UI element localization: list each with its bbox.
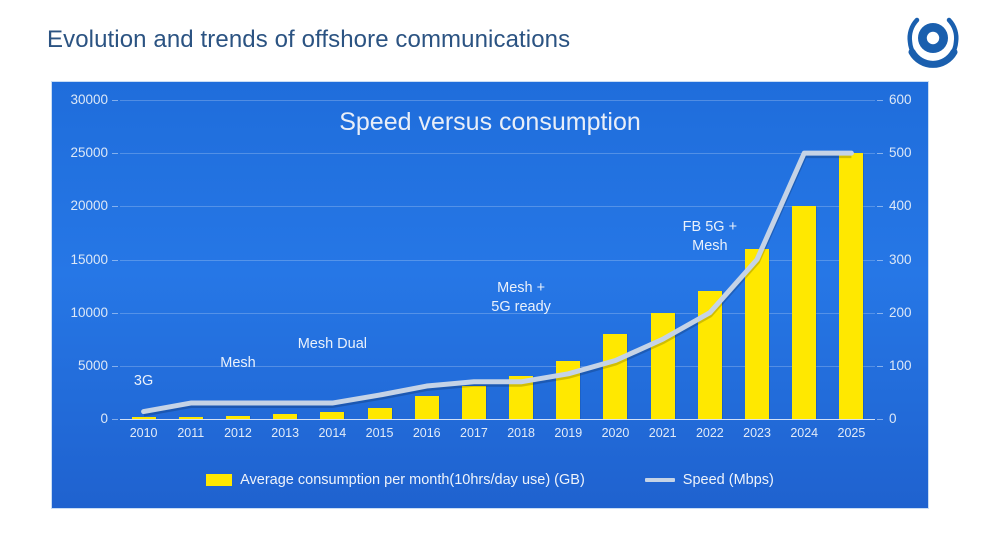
bar-2012 <box>225 415 250 419</box>
bar-2010 <box>131 417 156 419</box>
gridline <box>120 259 875 261</box>
bars-layer <box>120 100 875 419</box>
company-eye-logo <box>897 8 969 70</box>
y-axis-right-tick-label: 0 <box>889 411 897 426</box>
x-axis-label-2018: 2018 <box>507 426 535 440</box>
x-axis-label-2015: 2015 <box>365 426 394 440</box>
x-axis-label-2017: 2017 <box>460 426 488 440</box>
chart-annotation: Mesh + 5G ready <box>491 279 551 315</box>
y-axis-right-tick <box>877 419 883 420</box>
x-axis-label-2023: 2023 <box>743 426 771 440</box>
chart-annotation: Mesh <box>220 355 256 372</box>
gridline <box>120 100 875 101</box>
y-axis-right-tick <box>877 100 883 101</box>
bar-2025 <box>839 153 864 419</box>
bar-2015 <box>367 408 392 419</box>
bar-2011 <box>178 417 203 419</box>
annotations-layer: 3G Mesh Mesh Dual Mesh + 5G ready FB 5G + Me… <box>120 100 875 419</box>
legend-label: Average consumption per month(10hrs/day … <box>240 472 585 488</box>
x-axis-label-2012: 2012 <box>224 426 252 440</box>
x-axis-label-2010: 2010 <box>129 426 158 440</box>
bar-2017 <box>461 386 486 419</box>
y-axis-right-tick-label: 200 <box>889 304 912 320</box>
x-axis-label-2021: 2021 <box>648 426 677 440</box>
x-axis-label-2014: 2014 <box>318 426 347 440</box>
y-axis-right-tick <box>877 153 883 155</box>
y-axis-left-tick-label: 20000 <box>70 198 108 214</box>
y-axis-left-tick <box>112 365 118 367</box>
legend-bar-swatch <box>206 474 233 486</box>
x-axis-label-2025: 2025 <box>837 426 866 440</box>
y-axis-left-tick-label: 25000 <box>70 145 108 161</box>
y-axis-right-tick <box>877 312 883 314</box>
plot-area: 0 5000 10000 15000 20000 25000 30000 0 100 200 300… <box>70 93 911 440</box>
gridline <box>120 419 875 420</box>
x-axis-label-2011: 2011 <box>177 426 205 440</box>
bar-2016 <box>414 395 439 419</box>
bar-2024 <box>792 206 817 419</box>
x-axis-label-2013: 2013 <box>271 426 300 440</box>
chart-title: Speed versus consumption <box>339 108 641 136</box>
y-axis-left-tick <box>112 153 118 155</box>
chart-annotation: FB 5G + Mesh <box>682 218 738 254</box>
y-axis-right-tick-label: 300 <box>889 251 912 267</box>
page-title: Evolution and trends of offshore communi… <box>47 26 571 53</box>
bar-2023 <box>745 248 770 419</box>
x-axis-label-2020: 2020 <box>601 426 630 440</box>
bar-2020 <box>603 333 628 419</box>
y-axis-right-tick-label: 400 <box>889 198 912 214</box>
legend-line-swatch <box>644 478 675 482</box>
legend-label: Speed (Mbps) <box>682 472 774 488</box>
gridline <box>120 206 875 208</box>
chart-annotation: Mesh Dual <box>297 335 367 352</box>
gridline <box>120 365 875 367</box>
y-axis-left-tick-label: 30000 <box>70 92 108 107</box>
speed-line-layer <box>120 100 875 419</box>
y-axis-left-tick-label: 5000 <box>77 357 108 373</box>
y-axis-right-tick <box>877 206 883 208</box>
x-axis-label-2016: 2016 <box>412 426 441 440</box>
y-axis-right-tick <box>877 259 883 261</box>
y-axis-right-tick-label: 500 <box>889 145 912 161</box>
x-axis-label-2022: 2022 <box>695 426 724 440</box>
y-axis-left-tick <box>112 206 118 208</box>
y-axis-left-tick-label: 0 <box>100 411 108 426</box>
y-axis-left-tick <box>112 419 118 420</box>
gridline <box>120 312 875 314</box>
bar-2014 <box>320 411 345 419</box>
legend-item[interactable]: Speed (Mbps) <box>644 472 774 488</box>
chart-legend: Average consumption per month(10hrs/day … <box>52 472 928 488</box>
chart-annotation: 3G <box>133 372 154 389</box>
chart-panel: Speed versus consumption 0 5000 10000 15000… <box>52 82 928 508</box>
y-axis-left-tick-label: 15000 <box>70 251 108 267</box>
bar-2021 <box>650 312 675 419</box>
speed-line <box>141 150 854 417</box>
y-axis-right-tick <box>877 365 883 367</box>
y-axis-right-tick-label: 600 <box>889 92 912 107</box>
x-axis-label-2024: 2024 <box>790 426 819 440</box>
y-axis-right-tick-label: 100 <box>889 357 912 373</box>
y-axis-left-tick <box>112 100 118 101</box>
y-axis-left-tick-label: 10000 <box>70 304 108 320</box>
bar-2013 <box>273 414 298 419</box>
y-axis-left-tick <box>112 259 118 261</box>
x-axis-label-2019: 2019 <box>554 426 583 440</box>
gridline <box>120 153 875 155</box>
legend-item[interactable]: Average consumption per month(10hrs/day … <box>206 472 585 488</box>
y-axis-left-tick <box>112 312 118 314</box>
